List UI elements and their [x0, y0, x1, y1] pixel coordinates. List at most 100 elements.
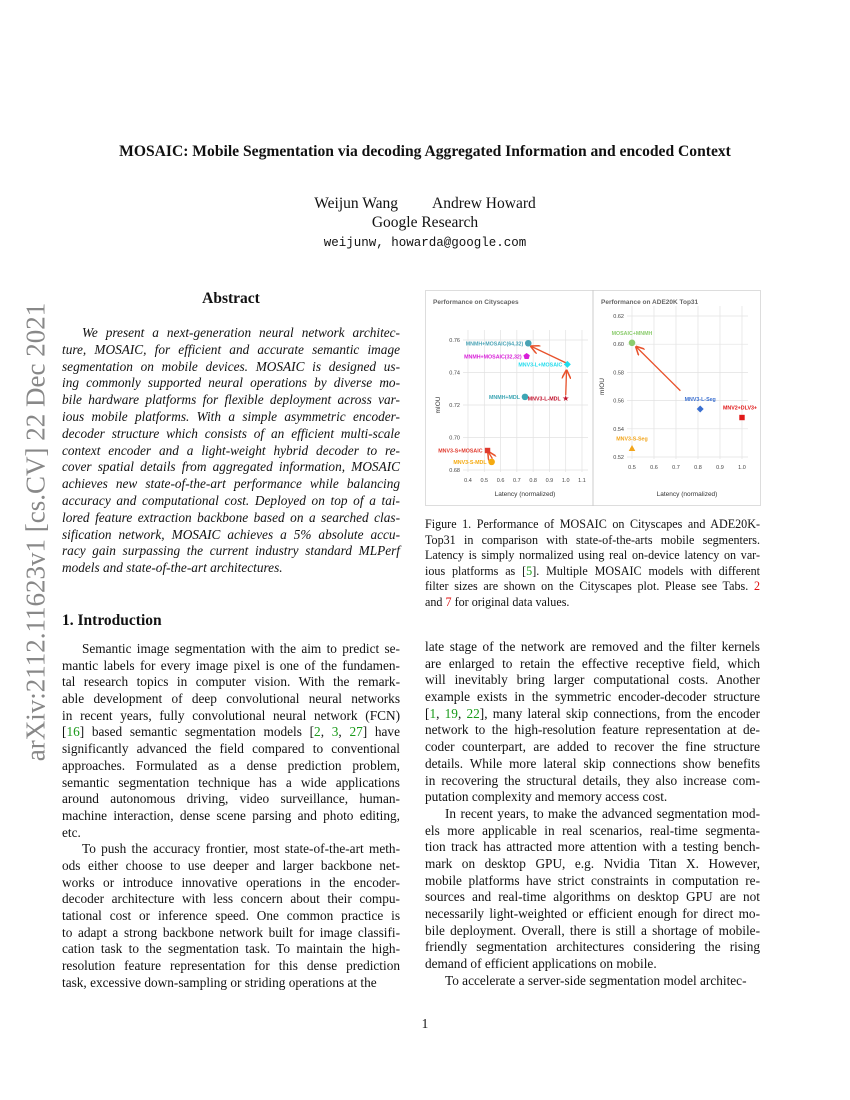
text-line: mark on desktop GPU, e.g. Nvidia Titan X…	[425, 855, 760, 871]
data-label: MNV3-S+MOSAIC	[438, 449, 482, 455]
y-tick-label: 0.54	[613, 427, 624, 433]
table-ref-link[interactable]: 7	[445, 594, 452, 609]
text-line: models and state-of-the-art architecture…	[62, 560, 283, 576]
y-axis-label: mIOU	[435, 396, 442, 413]
data-point-mnv2-dlv3-	[739, 414, 745, 421]
text-line: putation complexity and memory access co…	[425, 789, 668, 805]
text-line: task, excessive down-sampling or stridin…	[62, 974, 377, 990]
x-tick-label: 0.7	[672, 465, 680, 471]
introduction-left-column: Semantic image segmentation with the aim…	[62, 641, 400, 991]
introduction-right-column: late stage of the network are removed an…	[425, 639, 760, 989]
y-tick-label: 0.58	[613, 370, 624, 376]
author-name: Weijun Wang	[314, 195, 398, 212]
data-label: MNV2+DLV3+	[723, 406, 757, 412]
y-axis-label: mIOU	[599, 378, 606, 395]
data-label: MNV3-L-MDL	[528, 397, 562, 403]
x-tick-label: 0.8	[529, 478, 537, 484]
text-line: resolution feature representation for th…	[62, 958, 400, 974]
chart-title: Performance on Cityscapes	[433, 299, 519, 306]
x-tick-label: 0.5	[480, 478, 488, 484]
citation-link[interactable]: 1	[429, 705, 437, 721]
text-line: sification network, MOSAIC achieves a 5%…	[62, 526, 400, 542]
abstract-heading: Abstract	[202, 290, 260, 307]
x-tick-label: 0.9	[716, 465, 724, 471]
citation-link[interactable]: 19	[444, 705, 458, 721]
text-line: works or introduce innovative operations…	[62, 874, 400, 890]
x-tick-label: 0.8	[694, 465, 702, 471]
data-point-mnmh-mosaic-64-32-	[524, 339, 532, 347]
x-tick-label: 1.0	[738, 465, 746, 471]
y-tick-label: 0.56	[613, 399, 624, 405]
text-line: tational cost or inference speed. One co…	[62, 908, 400, 923]
text-line: achieves new state-of-the-art performanc…	[62, 476, 400, 492]
data-label: MNV3-S-MDL	[453, 460, 487, 466]
author-name: Andrew Howard	[432, 195, 536, 212]
table-ref-link[interactable]: 2	[753, 579, 760, 594]
text-line: network to the high-resolution feature r…	[425, 722, 760, 738]
data-point-mnv3-l-mdl: ★	[562, 394, 569, 403]
abstract-text: We present a next-generation neural netw…	[62, 325, 400, 577]
section-heading-introduction: 1. Introduction	[62, 612, 162, 629]
text-line: in recent years, fully convolutional neu…	[62, 707, 400, 723]
data-label: MNMH+MOSAIC(32,32)	[464, 354, 522, 360]
text-line: tal research topics in computer vision. …	[62, 674, 400, 690]
text-line: tion track has attracted more attention …	[425, 839, 760, 855]
authors: Weijun Wang Andrew Howard	[0, 195, 850, 213]
text-line: racy gain surpassing the current industr…	[62, 543, 400, 559]
figure-1-charts: Performance on Cityscapes 0.4 0.5 0.6 0.7 0.8…	[425, 290, 761, 506]
data-label: MNV3-L-Seg	[685, 397, 716, 403]
chart-panel-1: Performance on ADE20K Top31 0.5 0.6 0.7 0.8 0…	[599, 299, 757, 498]
data-point-mosaic-mnmh	[628, 339, 636, 347]
chart-title: Performance on ADE20K Top31	[601, 299, 699, 306]
citation-link[interactable]: 3	[331, 724, 339, 740]
text-line: able development of deep convolutional n…	[62, 691, 400, 707]
x-tick-label: 0.4	[464, 478, 472, 484]
data-point-mnv3-s-mosaic	[484, 447, 491, 454]
citation-link[interactable]: 16	[66, 724, 80, 740]
text-line: will inevitably bring larger computation…	[425, 672, 760, 688]
data-label: MNMH+MDL	[489, 395, 521, 401]
text-line: filter sizes are shown on the Cityscapes…	[425, 579, 760, 594]
text-line: Semantic image segmentation with the aim…	[82, 641, 400, 656]
data-point-mnv3-s-seg	[628, 445, 636, 452]
text-line: decoder structure which consists of an e…	[62, 425, 400, 441]
y-tick-label: 0.52	[613, 455, 624, 461]
text-line: ious platforms as [5]. Multiple MOSAIC m…	[425, 563, 760, 578]
improvement-arrow	[566, 371, 567, 396]
author-email: weijunw, howarda@google.com	[323, 236, 527, 250]
text-line: around autonomous driving, video surveil…	[62, 791, 400, 807]
text-line: demand of efficient applications on mobi…	[425, 956, 657, 972]
text-line: segmentation on mobile devices. MOSAIC i…	[62, 358, 400, 374]
text-line: late stage of the network are removed an…	[425, 639, 760, 654]
arxiv-side-label: arXiv:2112.11623v1 [cs.CV] 22 Dec 2021	[20, 302, 51, 762]
text-line: cation task to the segmentation task. To…	[62, 941, 400, 957]
x-axis-label: Latency (normalized)	[495, 491, 556, 498]
y-tick-label: 0.68	[449, 468, 460, 474]
x-tick-label: 0.6	[650, 465, 658, 471]
text-line: decoder architecture with less concern a…	[62, 891, 400, 907]
text-line: coder counterpart, are added to recover …	[425, 739, 760, 755]
text-line: example exists in the symmetric encoder-…	[425, 689, 760, 705]
x-tick-label: 1.1	[578, 478, 586, 484]
text-line: We present a next-generation neural netw…	[82, 325, 400, 340]
data-label: MOSAIC+MNMH	[612, 331, 653, 337]
citation-link[interactable]: 2	[314, 724, 321, 740]
text-line: cover spatial details from aggregated in…	[62, 459, 400, 475]
text-line: friendly segmentation architectures cons…	[425, 939, 760, 955]
y-tick-label: 0.62	[613, 314, 624, 320]
text-line: bile hardware platforms for flexible dep…	[62, 392, 400, 408]
text-line: In recent years, to make the advanced se…	[445, 805, 760, 821]
data-point-mnv3-l-mosaic	[563, 360, 571, 368]
citation-link[interactable]: 27	[349, 724, 363, 740]
text-line: and 7 for original data values.	[425, 594, 570, 609]
affiliation: Google Research	[371, 214, 479, 231]
citation-link[interactable]: 5	[526, 563, 533, 578]
x-axis-label: Latency (normalized)	[657, 491, 718, 498]
citation-link[interactable]: 22	[466, 705, 480, 721]
text-line: [16] based semantic segmentation models …	[62, 724, 400, 740]
x-tick-label: 0.5	[628, 465, 636, 471]
text-line: els more applicable in real scenarios, r…	[425, 822, 760, 838]
text-line: approaches. Formulated as a dense predic…	[62, 757, 400, 773]
text-line: accuracy and computational cost. Deploye…	[62, 492, 400, 508]
text-line: [1, 19, 22], many lateral skip connectio…	[425, 705, 760, 721]
